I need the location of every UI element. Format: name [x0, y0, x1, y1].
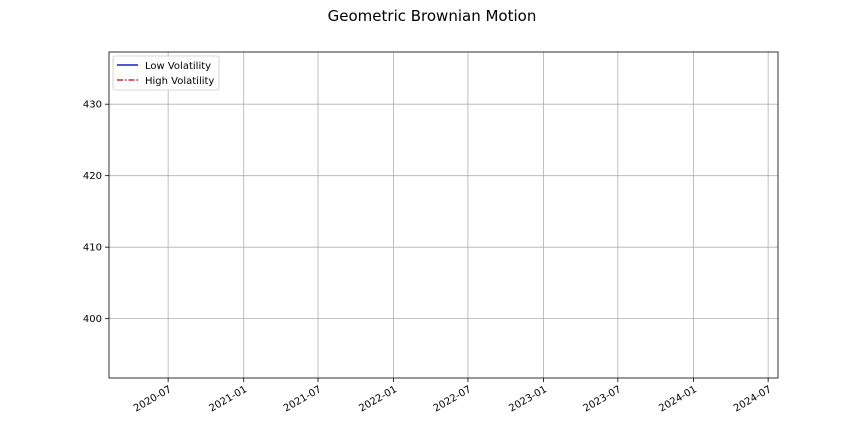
grid-lines — [109, 52, 778, 378]
x-tick-label: 2021-07 — [282, 384, 324, 414]
x-tick-label: 2022-07 — [432, 384, 474, 414]
y-tick-label: 400 — [83, 314, 102, 325]
x-tick-label: 2022-01 — [357, 384, 399, 414]
y-tick-label: 420 — [83, 171, 102, 182]
x-tick-label: 2024-07 — [732, 384, 774, 414]
legend-label-high-volatility: High Volatility — [145, 76, 214, 87]
x-tick-label: 2023-01 — [507, 384, 549, 414]
plot-area-frame — [108, 51, 779, 379]
x-tick-label: 2020-07 — [132, 384, 174, 414]
legend-box — [112, 55, 220, 91]
chart-title: Geometric Brownian Motion — [328, 7, 537, 25]
legend-label-low-volatility: Low Volatility — [145, 61, 211, 72]
x-tick-label: 2024-01 — [657, 384, 699, 414]
x-tick-label: 2021-01 — [208, 384, 250, 414]
y-tick-label: 410 — [83, 243, 102, 254]
x-axis: 2020-07 2021-01 2021-07 2022-01 2022-07 2023-… — [132, 378, 774, 414]
y-axis: 400 410 420 430 — [83, 100, 109, 325]
legend: Low Volatility High Volatility — [112, 55, 220, 91]
x-tick-label: 2023-07 — [582, 384, 624, 414]
y-tick-label: 430 — [83, 100, 102, 111]
